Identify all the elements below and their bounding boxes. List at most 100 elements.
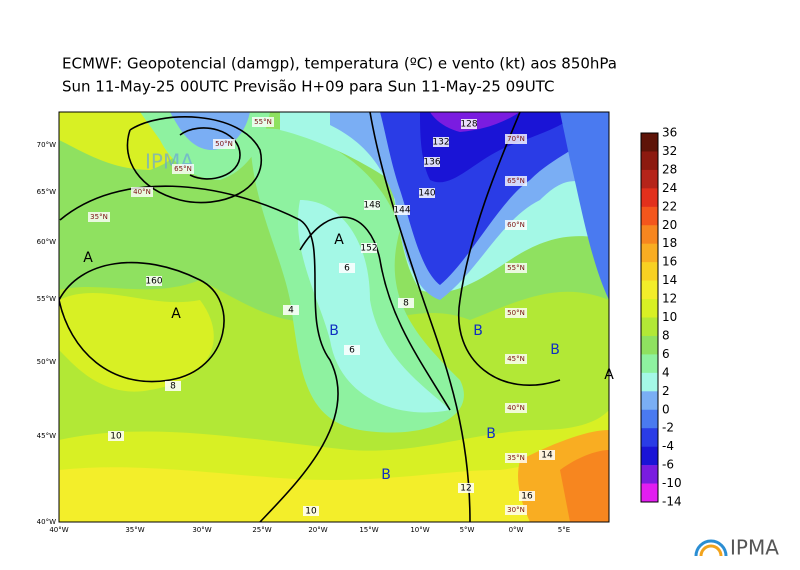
grid-label: 65°N — [507, 177, 525, 185]
colorbar-bin — [641, 428, 658, 447]
grid-label: 60°N — [507, 221, 525, 229]
contour-label: 4 — [288, 306, 294, 316]
lat-label: 70°W — [37, 141, 56, 149]
contour-label: 136 — [423, 158, 440, 168]
colorbar-label: -4 — [662, 439, 674, 453]
grid-label: 35°N — [507, 454, 525, 462]
colorbar-bin — [641, 225, 658, 244]
colorbar-bin — [641, 335, 658, 355]
grid-label-box — [505, 354, 527, 364]
grid-label-box — [505, 220, 527, 230]
colorbar-label: 6 — [662, 347, 670, 361]
contour-label: 6 — [344, 264, 350, 274]
contour-label-box — [539, 450, 555, 460]
contour-label: 140 — [418, 189, 435, 199]
colorbar-bin — [641, 354, 658, 374]
grid-label-box — [505, 403, 527, 413]
colorbar-label: 4 — [662, 365, 670, 379]
colorbar-label: 32 — [662, 144, 677, 158]
colorbar-bin — [641, 151, 658, 171]
pressure-center: B — [473, 323, 483, 339]
contour-label-box — [461, 119, 477, 129]
colorbar-bin — [641, 206, 658, 226]
title-line: ECMWF: Geopotencial (damgp), temperatura… — [62, 55, 617, 73]
colorbar-label: -6 — [662, 458, 674, 472]
lon-label: 30°W — [192, 526, 211, 534]
pressure-center: B — [329, 323, 339, 339]
colorbar-bin — [641, 169, 658, 189]
grid-label-box — [252, 117, 274, 127]
pressure-center: A — [334, 232, 344, 248]
contour-label-box — [364, 200, 380, 210]
contour-label-box — [303, 506, 319, 516]
colorbar-label: 14 — [662, 273, 677, 287]
colorbar-bin — [641, 446, 658, 466]
contour-label: 6 — [349, 346, 355, 356]
colorbar-bin — [641, 133, 658, 152]
contour-label: 148 — [363, 201, 380, 211]
contour-label-box — [433, 137, 449, 147]
lat-label: 60°W — [37, 238, 56, 246]
grid-label: 30°N — [507, 506, 525, 514]
grid-label-box — [505, 505, 527, 515]
contour-label: 14 — [541, 451, 553, 461]
pressure-center: B — [486, 426, 496, 442]
contour-label-box — [165, 381, 181, 391]
grid-label-box — [505, 263, 527, 273]
colorbar-label: 24 — [662, 181, 677, 195]
colorbar-label: -14 — [662, 495, 682, 509]
pressure-center: B — [550, 342, 560, 358]
grid-label-box — [505, 453, 527, 463]
colorbar-label: 28 — [662, 162, 677, 176]
colorbar-bin — [641, 317, 658, 337]
colorbar-bin — [641, 299, 658, 318]
contour-label-box — [146, 276, 162, 286]
lon-label: 0°W — [509, 526, 524, 534]
colorbar-bin — [641, 409, 658, 429]
logo-arc — [694, 539, 728, 557]
colorbar-bin — [641, 262, 658, 281]
colorbar-bin — [641, 243, 658, 263]
colorbar-label: 18 — [662, 236, 677, 250]
logo-arc — [699, 544, 723, 557]
pressure-center: A — [83, 250, 93, 266]
colorbar-label: -2 — [662, 421, 674, 435]
grid-label: 50°N — [215, 140, 233, 148]
grid-label-box — [505, 134, 527, 144]
colorbar-label: 8 — [662, 328, 670, 342]
contour-label: 160 — [145, 277, 162, 287]
contour-label: 8 — [170, 382, 176, 392]
grid-label: 35°N — [90, 213, 108, 221]
colorbar-label: 0 — [662, 402, 670, 416]
colorbar-label: -10 — [662, 476, 682, 490]
lon-label: 40°W — [49, 526, 68, 534]
contour-label-box — [361, 243, 377, 253]
grid-label: 65°N — [174, 165, 192, 173]
title-line: Sun 11-May-25 00UTC Previsão H+09 para S… — [62, 78, 554, 96]
pressure-center: A — [604, 367, 614, 383]
grid-label-box — [172, 164, 194, 174]
grid-label: 55°N — [254, 118, 272, 126]
footer-logo: IPMA — [730, 536, 779, 560]
map-frame — [58, 111, 610, 523]
lon-label: 25°W — [252, 526, 271, 534]
contour-label-box — [458, 483, 474, 493]
colorbar-frame — [640, 132, 659, 503]
colorbar-label: 22 — [662, 199, 677, 213]
grid-label-box — [505, 308, 527, 318]
grid-label: 40°N — [507, 404, 525, 412]
lat-label: 40°W — [37, 518, 56, 526]
contour-label: 132 — [432, 138, 449, 148]
colorbar-bin — [641, 465, 658, 484]
contour-label-box — [339, 263, 355, 273]
grid-label: 45°N — [507, 355, 525, 363]
lat-label: 65°W — [37, 188, 56, 196]
colorbar-label: 12 — [662, 292, 677, 306]
contour-label-box — [419, 188, 435, 198]
pressure-center: B — [381, 467, 391, 483]
contour-label-box — [283, 305, 299, 315]
grid-label-box — [505, 176, 527, 186]
contour-label: 8 — [403, 299, 409, 309]
colorbar-label: 20 — [662, 218, 677, 232]
lon-label: 20°W — [308, 526, 327, 534]
